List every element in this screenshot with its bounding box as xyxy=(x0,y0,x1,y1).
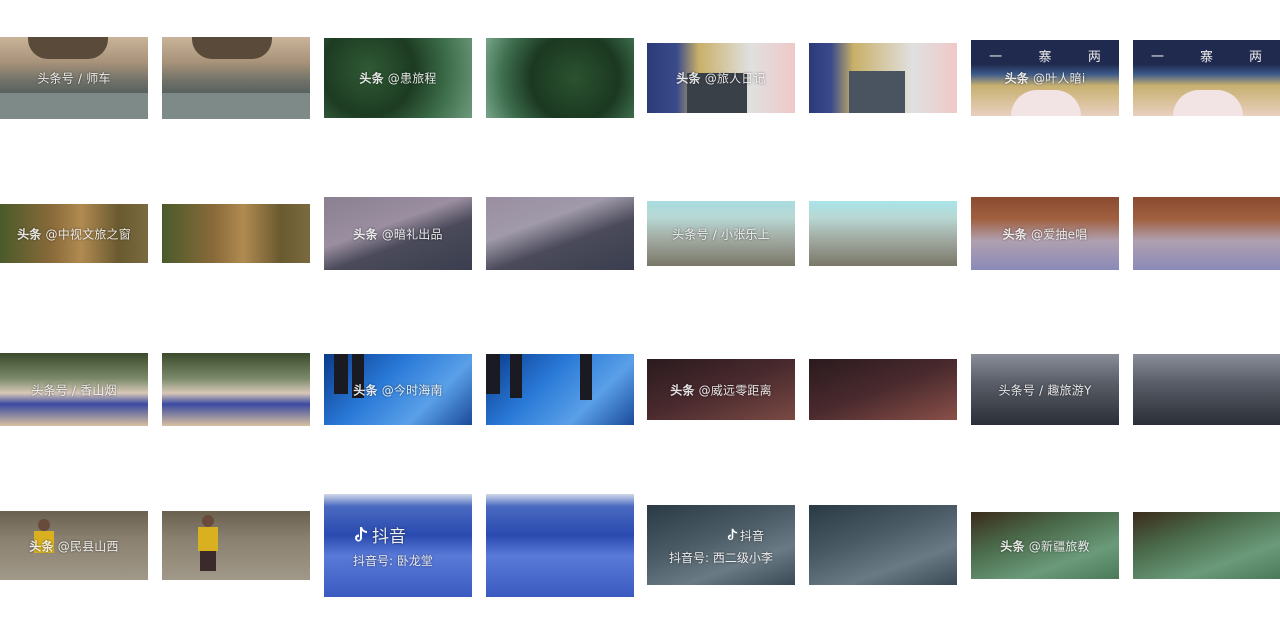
watermark: 头条 @叶人暗i xyxy=(1004,71,1086,86)
video-thumbnail[interactable] xyxy=(809,359,957,420)
video-thumbnail[interactable]: 头条 @患旅程 xyxy=(324,38,472,118)
video-thumbnail[interactable]: 一寨两 头条 @叶人暗i xyxy=(971,40,1119,116)
watermark: 头条号 / 趣旅游Y xyxy=(998,383,1092,397)
video-thumbnail[interactable]: 头条 @威远零距离 xyxy=(647,359,795,420)
watermark: 头条 @新疆旅教 xyxy=(1000,539,1090,553)
watermark: 头条 @中视文旅之窗 xyxy=(17,227,131,241)
watermark: 头条 @旅人日记 xyxy=(676,71,766,86)
watermark: 头条 @暗礼出品 xyxy=(353,227,443,241)
video-thumbnail[interactable]: 头条号 / 香山烟 xyxy=(0,353,148,426)
video-thumbnail[interactable]: 一寨两 xyxy=(1133,40,1280,116)
watermark: 头条 @民县山西 xyxy=(29,539,119,553)
video-thumbnail[interactable]: 头条号 / 趣旅游Y xyxy=(971,354,1119,425)
watermark: 头条 @患旅程 xyxy=(359,71,437,86)
video-thumbnail[interactable] xyxy=(162,511,310,580)
douyin-logo: 抖音 xyxy=(727,527,764,544)
gate-sign: 一寨两 xyxy=(989,50,1101,65)
video-thumbnail[interactable] xyxy=(1133,512,1280,579)
video-thumbnail[interactable] xyxy=(486,354,634,425)
watermark: 抖音号: 西二级小李 xyxy=(669,551,773,565)
video-thumbnail[interactable]: 头条 @爱抽e唱 xyxy=(971,197,1119,270)
video-thumbnail[interactable]: 头条 @旅人日记 xyxy=(647,43,795,113)
music-note-icon xyxy=(727,528,738,541)
video-thumbnail[interactable] xyxy=(162,204,310,263)
video-thumbnail[interactable] xyxy=(486,38,634,118)
video-thumbnail[interactable] xyxy=(809,43,957,113)
video-thumbnail[interactable] xyxy=(486,197,634,270)
video-thumbnail[interactable] xyxy=(162,353,310,426)
video-thumbnail[interactable]: 头条 @暗礼出品 xyxy=(324,197,472,270)
douyin-logo: 抖音 xyxy=(354,522,406,547)
watermark: 头条 @今时海南 xyxy=(353,383,443,397)
video-thumbnail[interactable] xyxy=(1133,197,1280,270)
watermark: 头条号 / 香山烟 xyxy=(31,383,117,397)
video-thumbnail[interactable] xyxy=(162,37,310,119)
watermark: 头条 @威远零距离 xyxy=(670,383,772,397)
watermark: 抖音号: 卧龙堂 xyxy=(353,554,433,568)
music-note-icon xyxy=(354,526,367,542)
video-thumbnail[interactable] xyxy=(809,201,957,266)
video-thumbnail[interactable]: 头条号 / 师车 xyxy=(0,37,148,119)
video-thumbnail[interactable] xyxy=(486,494,634,597)
video-thumbnail[interactable]: 头条 @民县山西 xyxy=(0,511,148,580)
watermark: 头条号 / 师车 xyxy=(37,71,111,86)
watermark: 头条号 / 小张乐上 xyxy=(672,227,770,241)
video-thumbnail[interactable] xyxy=(1133,354,1280,425)
video-thumbnail[interactable]: 头条 @今时海南 xyxy=(324,354,472,425)
video-thumbnail[interactable]: 头条号 / 小张乐上 xyxy=(647,201,795,266)
gate-sign: 一寨两 xyxy=(1150,50,1262,65)
video-thumbnail[interactable]: 头条 @中视文旅之窗 xyxy=(0,204,148,263)
video-thumbnail[interactable] xyxy=(809,505,957,585)
video-thumbnail[interactable]: 抖音 抖音号: 西二级小李 xyxy=(647,505,795,585)
video-thumbnail[interactable]: 头条 @新疆旅教 xyxy=(971,512,1119,579)
watermark: 头条 @爱抽e唱 xyxy=(1002,227,1088,241)
video-thumbnail[interactable]: 抖音 抖音号: 卧龙堂 xyxy=(324,494,472,597)
